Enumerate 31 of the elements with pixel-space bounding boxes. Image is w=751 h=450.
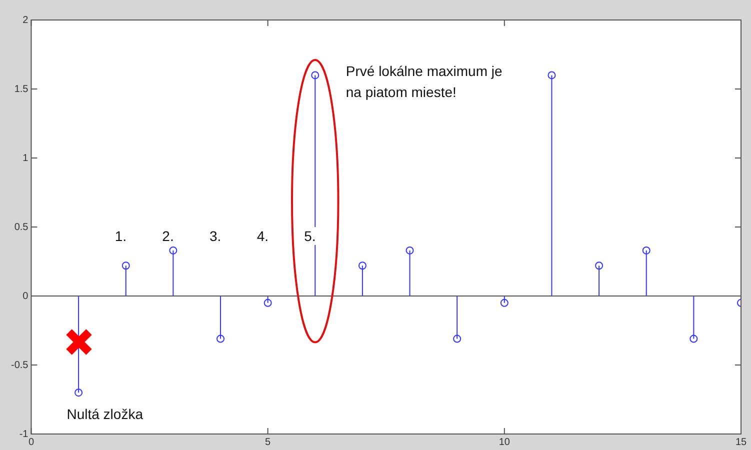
- y-tick-label: 2: [22, 14, 29, 26]
- y-tick-label: 1.5: [14, 84, 29, 95]
- point: [500, 298, 508, 307]
- x-tick-label: 15: [735, 436, 747, 448]
- annotation: 3.: [208, 227, 222, 245]
- point: [169, 246, 178, 254]
- point: [311, 71, 320, 80]
- point: [595, 262, 604, 270]
- annotation: 4.: [256, 227, 270, 245]
- point: [216, 334, 225, 343]
- annotation: 5.: [303, 227, 317, 245]
- x-tick-label: 5: [265, 436, 272, 448]
- annotation: 1.: [114, 227, 128, 245]
- point: [690, 334, 698, 343]
- point: [453, 334, 462, 343]
- point: [122, 262, 130, 270]
- point: [406, 246, 414, 254]
- y-tick-label: -1: [19, 428, 29, 440]
- y-tick-label: -0.5: [10, 360, 29, 371]
- point: [548, 71, 556, 80]
- x-tick-label: 10: [498, 436, 510, 448]
- annotation: 2.: [161, 227, 175, 245]
- y-tick-label: 0: [22, 290, 29, 302]
- annotation: Nultá zložka: [66, 406, 143, 422]
- annotation: Prvé lokálne maximum je na piatom mieste!: [346, 62, 504, 102]
- point: [74, 388, 83, 397]
- point: [358, 262, 366, 270]
- y-tick-label: 1: [22, 152, 29, 164]
- y-tick-label: 0.5: [14, 222, 29, 233]
- point: [264, 298, 272, 307]
- point: [642, 246, 650, 254]
